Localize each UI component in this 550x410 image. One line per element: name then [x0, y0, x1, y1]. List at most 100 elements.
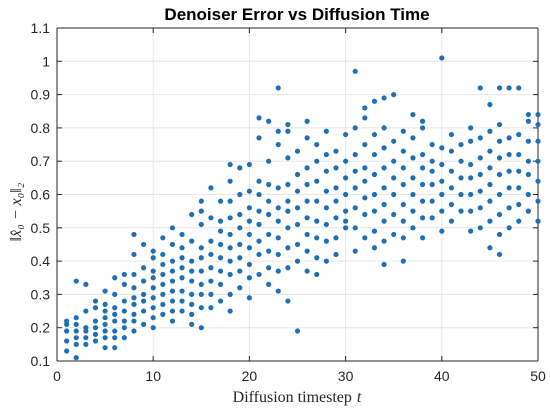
data-point [343, 218, 349, 224]
data-point [525, 138, 531, 144]
data-point [323, 221, 329, 228]
data-point [237, 191, 243, 198]
data-point [362, 165, 368, 171]
data-point [92, 318, 99, 324]
data-point [227, 271, 233, 278]
data-point [352, 205, 358, 211]
data-point [237, 211, 243, 218]
y-tick-label: 0.5 [31, 220, 51, 236]
data-point [429, 198, 435, 204]
data-point [179, 231, 185, 238]
data-point [150, 315, 156, 321]
data-point [246, 261, 252, 268]
data-point [169, 318, 176, 324]
data-point [121, 335, 127, 341]
data-point [275, 268, 281, 274]
data-point [208, 185, 214, 191]
y-tick-label: 0.7 [31, 153, 51, 169]
data-point [506, 185, 512, 191]
data-point [410, 135, 416, 141]
data-point [314, 141, 320, 148]
data-point [468, 138, 474, 144]
x-axis-label-text: Diffusion timestep [233, 389, 352, 406]
data-point [189, 278, 195, 284]
data-point [468, 228, 474, 234]
data-point [121, 325, 127, 331]
data-point [256, 251, 262, 258]
data-point [362, 141, 368, 148]
data-point [150, 275, 156, 281]
data-point [102, 345, 108, 351]
data-point [73, 315, 79, 321]
data-point [535, 158, 541, 164]
data-point [352, 68, 358, 74]
data-point [83, 308, 89, 314]
data-point [516, 185, 522, 191]
data-point [506, 135, 512, 141]
data-point [410, 191, 416, 198]
data-point [189, 211, 195, 218]
x-axis-label: Diffusion timestep t [233, 389, 362, 406]
data-point [217, 218, 224, 224]
data-point [371, 245, 378, 251]
data-point [381, 261, 387, 268]
data-point [535, 121, 541, 128]
data-point [102, 321, 108, 327]
data-point [246, 275, 252, 281]
data-point [323, 128, 329, 134]
data-point [266, 118, 272, 124]
x-tick-label: 0 [53, 368, 61, 384]
x-tick-label: 20 [242, 368, 258, 384]
data-point [73, 321, 79, 327]
y-tick-label: 0.8 [31, 120, 51, 136]
data-point [391, 158, 397, 164]
data-point [516, 201, 522, 208]
data-point [246, 188, 252, 194]
data-point [275, 128, 281, 134]
data-point [333, 251, 339, 258]
x-axis-label-variable: t [357, 389, 362, 406]
data-point [448, 131, 455, 138]
data-point [371, 191, 378, 198]
data-point [323, 258, 329, 264]
data-point [496, 171, 503, 178]
data-point [371, 151, 378, 158]
data-point [73, 278, 79, 284]
data-point [477, 155, 483, 161]
data-point [477, 205, 483, 211]
data-point [535, 218, 541, 224]
y-tick-label: 0.1 [31, 353, 51, 369]
x-tick-label: 50 [530, 368, 546, 384]
data-point [304, 181, 310, 188]
data-point [419, 235, 426, 241]
data-point [217, 298, 224, 304]
data-point [439, 178, 445, 184]
data-point [525, 118, 531, 124]
data-point [294, 148, 301, 154]
data-point [381, 238, 387, 244]
data-point [362, 115, 368, 121]
data-point [237, 165, 243, 171]
data-point [285, 298, 291, 304]
data-point [73, 341, 79, 347]
data-point [506, 205, 512, 211]
data-point [208, 265, 214, 271]
data-point [227, 308, 233, 314]
data-point [266, 158, 272, 164]
data-point [73, 355, 79, 361]
data-point [217, 198, 224, 204]
data-point [102, 308, 108, 314]
data-point [189, 238, 195, 244]
data-point [179, 298, 185, 304]
data-point [131, 311, 137, 317]
data-point [217, 255, 224, 261]
data-point [150, 285, 156, 291]
data-point [198, 208, 204, 214]
data-point [419, 151, 426, 158]
data-point [352, 168, 358, 174]
data-point [487, 218, 493, 224]
data-point [496, 211, 503, 218]
data-point [400, 201, 406, 208]
x-tick-label: 10 [145, 368, 161, 384]
data-point [246, 245, 252, 251]
